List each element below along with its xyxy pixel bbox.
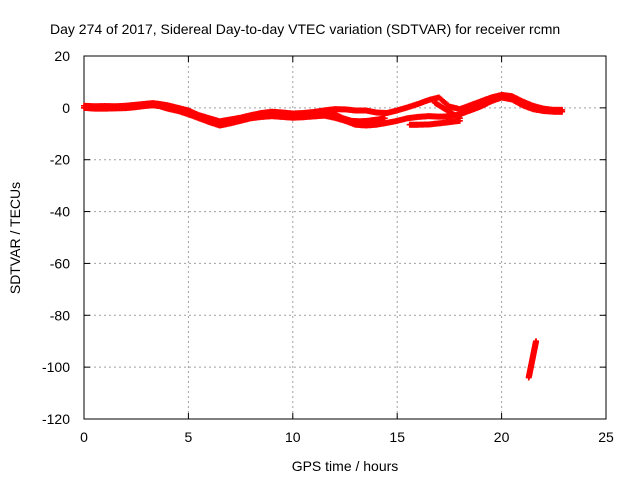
x-tick-label: 20: [494, 429, 510, 445]
data-points: [81, 91, 566, 381]
x-tick-label: 25: [598, 429, 614, 445]
x-tick-label: 10: [285, 429, 301, 445]
y-tick-label: 0: [62, 100, 70, 116]
y-tick-label: 20: [54, 48, 70, 64]
y-axis-label: SDTVAR / TECUs: [7, 182, 23, 294]
series-secondary-arcs: [314, 99, 463, 128]
data-point: [559, 106, 566, 113]
chart-title: Day 274 of 2017, Sidereal Day-to-day VTE…: [50, 21, 560, 37]
x-tick-label: 5: [185, 429, 193, 445]
plot-frame: [83, 55, 607, 420]
data-point: [533, 338, 540, 345]
y-tick-label: -20: [50, 152, 70, 168]
series-outlier-arc: [525, 338, 540, 381]
tick-labels: 0 5 10 15 20 25 20 0 -20 -40 -60 -80 -100 -120: [42, 48, 614, 445]
x-tick-label: 15: [389, 429, 405, 445]
y-tick-label: -80: [50, 307, 70, 323]
y-tick-label: -120: [42, 411, 70, 427]
data-point: [456, 115, 463, 122]
x-tick-label: 0: [80, 429, 88, 445]
x-axis-label: GPS time / hours: [292, 458, 399, 474]
data-point: [381, 115, 388, 122]
y-tick-label: -60: [50, 255, 70, 271]
y-tick-label: -40: [50, 204, 70, 220]
y-tick-label: -100: [42, 359, 70, 375]
series-band-upper: [81, 91, 566, 125]
